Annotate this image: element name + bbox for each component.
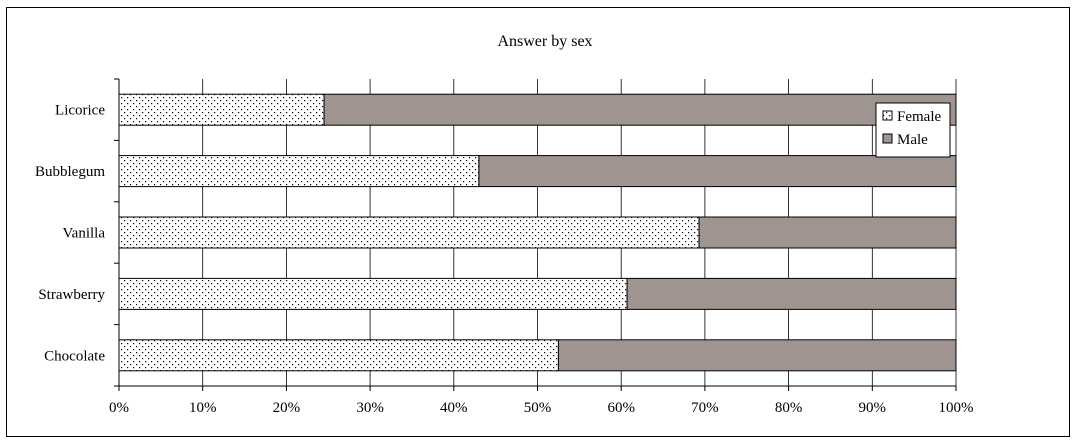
bar-male-strawberry xyxy=(626,277,957,310)
y-category-label: Licorice xyxy=(55,103,105,119)
legend-swatch-female xyxy=(882,110,893,121)
bar-female-bubblegum xyxy=(118,155,480,188)
bar-male-chocolate xyxy=(557,339,957,372)
legend-label-male: Male xyxy=(897,132,928,148)
bar-female-chocolate xyxy=(118,339,559,372)
legend-label-female: Female xyxy=(897,109,941,125)
x-tick-label: 50% xyxy=(524,400,552,416)
legend: Female Male xyxy=(875,102,951,158)
x-tick-label: 70% xyxy=(691,400,719,416)
x-tick-label: 0% xyxy=(109,400,129,416)
x-tick-label: 100% xyxy=(939,400,974,416)
bar-female-licorice xyxy=(118,93,325,126)
x-tick-label: 20% xyxy=(273,400,301,416)
chart-title: Answer by sex xyxy=(497,33,592,50)
x-tick-label: 40% xyxy=(440,400,468,416)
y-category-label: Chocolate xyxy=(44,348,105,364)
bar-male-bubblegum xyxy=(478,155,957,188)
y-category-label: Bubblegum xyxy=(35,164,105,180)
legend-swatch-male xyxy=(882,133,893,144)
y-category-label: Strawberry xyxy=(38,287,105,303)
bar-female-vanilla xyxy=(118,216,700,249)
bar-male-vanilla xyxy=(698,216,957,249)
x-tick-label: 90% xyxy=(859,400,887,416)
bar-female-strawberry xyxy=(118,277,628,310)
y-category-label: Vanilla xyxy=(63,226,106,242)
x-tick-label: 30% xyxy=(356,400,384,416)
x-tick-label: 60% xyxy=(607,400,635,416)
x-tick-label: 80% xyxy=(775,400,803,416)
bar-male-licorice xyxy=(323,93,957,126)
x-tick-label: 10% xyxy=(189,400,217,416)
